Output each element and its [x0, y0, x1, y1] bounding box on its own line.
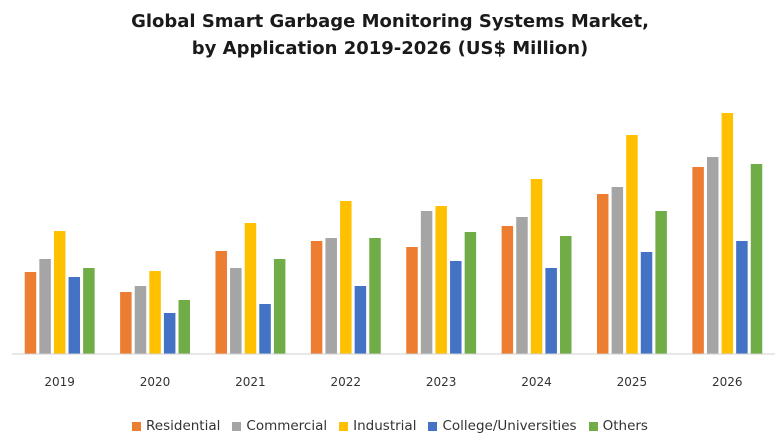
x-tick-label-2023: 2023 — [426, 375, 457, 389]
bar-others-2020 — [178, 300, 191, 354]
bar-industrial-2021 — [244, 223, 257, 354]
bar-others-2019 — [83, 268, 95, 354]
bar-commercial-2023 — [420, 211, 433, 354]
bar-commercial-2020 — [134, 286, 147, 354]
bar-commercial-2026 — [706, 157, 719, 354]
x-tick-label-2021: 2021 — [235, 375, 266, 389]
legend-label-others: Others — [602, 418, 648, 434]
bar-residential-2024 — [501, 226, 514, 354]
legend-item-residential: Residential — [132, 418, 220, 434]
legend-swatch-others — [588, 421, 598, 431]
bar-college-universities-2025 — [640, 252, 653, 354]
x-tick-label-2019: 2019 — [44, 375, 75, 389]
bar-others-2021 — [273, 259, 286, 354]
bar-industrial-2023 — [435, 206, 447, 354]
legend-swatch-residential — [132, 421, 142, 431]
bar-commercial-2025 — [611, 187, 624, 354]
x-tick-label-2022: 2022 — [331, 375, 362, 389]
bar-others-2022 — [369, 238, 381, 354]
bar-college-universities-2022 — [354, 286, 367, 354]
bar-residential-2019 — [24, 272, 37, 354]
bar-college-universities-2026 — [736, 241, 748, 354]
bar-commercial-2024 — [516, 217, 528, 354]
bar-residential-2026 — [692, 167, 704, 354]
bar-commercial-2021 — [230, 268, 242, 354]
bar-college-universities-2020 — [163, 313, 176, 354]
x-tick-label-2026: 2026 — [712, 375, 743, 389]
bar-college-universities-2024 — [545, 268, 557, 354]
bar-commercial-2019 — [39, 259, 51, 354]
x-tick-label-2024: 2024 — [521, 375, 552, 389]
chart-title-line-2: by Application 2019-2026 (US$ Million) — [191, 38, 589, 59]
chart-title: Global Smart Garbage Monitoring Systems … — [0, 8, 780, 62]
legend-item-commercial: Commercial — [232, 418, 327, 434]
bar-industrial-2019 — [53, 231, 66, 354]
bar-industrial-2026 — [721, 113, 734, 354]
bar-industrial-2024 — [530, 179, 543, 354]
bar-commercial-2022 — [325, 238, 337, 354]
bar-industrial-2025 — [626, 135, 638, 354]
bar-chart: 2019 2020 2021 2022 2023 2024 2025 2026 — [12, 113, 775, 389]
bar-others-2024 — [560, 236, 572, 354]
bar-college-universities-2023 — [450, 261, 462, 354]
legend-label-industrial: Industrial — [353, 418, 417, 434]
bar-residential-2021 — [215, 251, 227, 354]
legend-item-industrial: Industrial — [339, 418, 416, 434]
bar-residential-2025 — [596, 194, 609, 354]
legend-swatch-industrial — [339, 421, 349, 431]
bar-industrial-2022 — [340, 201, 352, 354]
chart-title-line-1: Global Smart Garbage Monitoring Systems … — [131, 11, 649, 32]
bar-others-2023 — [464, 232, 477, 354]
legend-swatch-commercial — [232, 421, 242, 431]
bar-residential-2022 — [310, 241, 323, 354]
legend-label-college-universities: College/Universities — [442, 418, 577, 434]
chart-legend: Residential Commercial Industrial College/U… — [0, 418, 780, 434]
legend-item-college-universities: College/Universities — [428, 418, 577, 434]
bar-residential-2023 — [406, 247, 418, 354]
x-tick-label-2025: 2025 — [617, 375, 648, 389]
legend-label-residential: Residential — [146, 418, 221, 434]
bar-residential-2020 — [120, 292, 132, 354]
bar-others-2025 — [655, 211, 667, 354]
bar-others-2026 — [750, 164, 763, 354]
legend-item-others: Others — [588, 418, 648, 434]
bar-industrial-2020 — [149, 271, 161, 354]
bar-college-universities-2021 — [259, 304, 271, 354]
legend-label-commercial: Commercial — [246, 418, 328, 434]
bar-college-universities-2019 — [68, 277, 81, 354]
x-tick-label-2020: 2020 — [140, 375, 171, 389]
legend-swatch-college-universities — [428, 421, 438, 431]
